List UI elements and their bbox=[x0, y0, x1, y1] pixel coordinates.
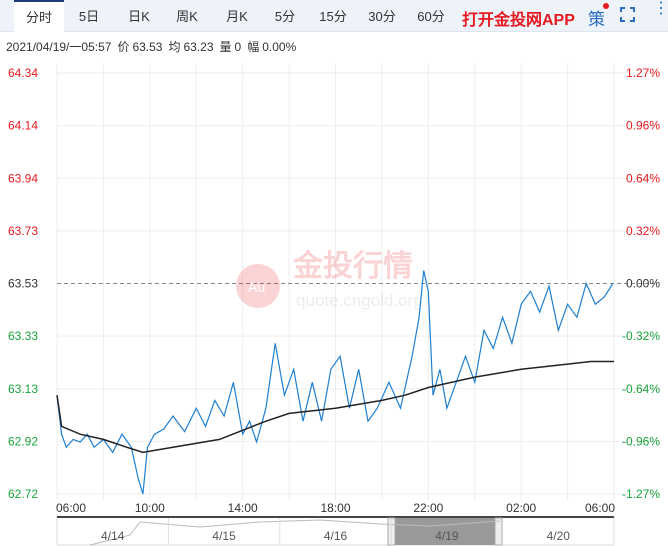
tab-15min[interactable]: 15分 bbox=[319, 9, 347, 24]
y-tick-left: 63.33 bbox=[8, 329, 38, 343]
watermark-url: quote.cngold.org bbox=[296, 291, 423, 310]
x-tick: 06:00 bbox=[56, 501, 86, 515]
y-tick-left: 62.72 bbox=[8, 487, 38, 501]
navigator-date: 4/15 bbox=[212, 529, 236, 543]
tab-5min[interactable]: 5分 bbox=[274, 9, 296, 24]
avg-value: 63.23 bbox=[183, 40, 214, 54]
y-tick-left: 63.13 bbox=[8, 382, 38, 396]
y-tick-left: 63.73 bbox=[8, 224, 38, 238]
amplitude-label: 幅 bbox=[247, 40, 260, 54]
y-tick-right: -1.27% bbox=[622, 487, 660, 501]
y-tick-right: 0.64% bbox=[626, 171, 660, 185]
y-tick-right: -0.96% bbox=[622, 434, 660, 448]
datetime: 2021/04/19/一05:57 bbox=[6, 40, 112, 54]
fullscreen-icon[interactable] bbox=[620, 7, 635, 22]
x-tick: 14:00 bbox=[228, 501, 258, 515]
watermark-name: 金投行情 bbox=[292, 249, 413, 283]
open-app-link[interactable]: 打开金投网APP bbox=[462, 12, 575, 29]
navigator-date: 4/19 bbox=[435, 529, 459, 543]
y-tick-left: 64.34 bbox=[8, 66, 38, 80]
y-tick-left: 63.94 bbox=[8, 171, 38, 185]
x-tick: 22:00 bbox=[413, 501, 443, 515]
price-value: 63.53 bbox=[132, 40, 163, 54]
y-tick-right: 0.00% bbox=[626, 277, 660, 291]
strategy-button[interactable]: 策 bbox=[588, 10, 605, 29]
period-tabs: 分时 5日 日K 周K 月K 5分 15分 30分 60分 打开金投网APP 策… bbox=[0, 0, 668, 32]
tab-daily-k[interactable]: 日K bbox=[128, 9, 150, 24]
x-tick: 02:00 bbox=[506, 501, 536, 515]
navigator-handle-left bbox=[387, 517, 396, 546]
y-tick-right: 0.96% bbox=[626, 119, 660, 133]
x-tick: 06:00 bbox=[585, 501, 615, 515]
quote-info: 2021/04/19/一05:57 价 63.53 均 63.23 量 0 幅 0.00% bbox=[6, 38, 302, 55]
tab-monthly-k[interactable]: 月K bbox=[226, 9, 248, 24]
tab-30min[interactable]: 30分 bbox=[368, 9, 396, 24]
y-tick-right: -0.32% bbox=[622, 329, 660, 343]
price-label: 价 bbox=[117, 40, 130, 54]
average-line bbox=[56, 360, 614, 454]
y-tick-right: 0.32% bbox=[626, 224, 660, 238]
tab-60min[interactable]: 60分 bbox=[417, 9, 445, 24]
volume-label: 量 bbox=[219, 40, 232, 54]
navigator-date: 4/14 bbox=[101, 529, 125, 543]
more-menu-icon[interactable]: ⋮ bbox=[653, 0, 668, 17]
volume-value: 0 bbox=[234, 40, 242, 54]
x-tick: 10:00 bbox=[135, 501, 165, 515]
watermark-logo: Au bbox=[248, 279, 265, 295]
tab-intraday[interactable]: 分时 bbox=[14, 0, 64, 32]
amplitude-value: 0.00% bbox=[262, 40, 297, 54]
notification-dot bbox=[603, 3, 609, 9]
navigator-date: 4/20 bbox=[547, 529, 571, 543]
y-tick-right: 1.27% bbox=[626, 66, 660, 80]
y-tick-left: 62.92 bbox=[8, 434, 38, 448]
navigator-date: 4/16 bbox=[324, 529, 348, 543]
watermark: Au 金投行情 quote.cngold.org bbox=[236, 249, 423, 310]
y-tick-right: -0.64% bbox=[622, 382, 660, 396]
navigator-handle-right bbox=[494, 517, 503, 546]
price-line bbox=[56, 270, 614, 495]
y-tick-left: 64.14 bbox=[8, 119, 38, 133]
x-tick: 18:00 bbox=[320, 501, 350, 515]
navigator-selection bbox=[392, 518, 498, 545]
navigator bbox=[56, 516, 615, 546]
tab-weekly-k[interactable]: 周K bbox=[176, 9, 198, 24]
y-tick-left: 63.53 bbox=[8, 277, 38, 291]
tab-5day[interactable]: 5日 bbox=[78, 9, 100, 24]
navigator-sparkline bbox=[89, 519, 501, 546]
avg-label: 均 bbox=[168, 40, 181, 54]
